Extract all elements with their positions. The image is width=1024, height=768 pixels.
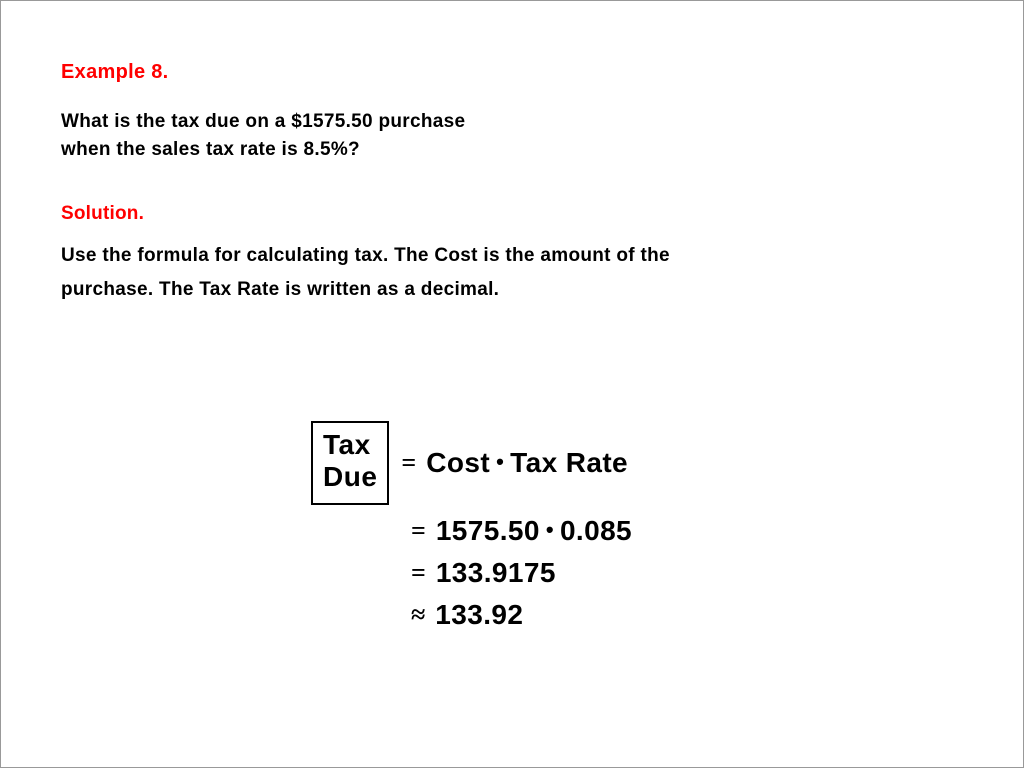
step-op-1: =	[411, 516, 426, 546]
solution-label: Solution.	[61, 203, 963, 225]
step-op-2: =	[411, 558, 426, 588]
multiply-dot-icon: •	[546, 517, 554, 543]
multiply-dot-icon: •	[496, 449, 504, 475]
question-text: What is the tax due on a $1575.50 purcha…	[61, 108, 481, 163]
example-label: Example 8.	[61, 61, 963, 84]
equals-sign: =	[401, 448, 416, 478]
step-val-1: 1575.50•0.085	[436, 515, 632, 547]
formula-step-1: = 1575.50•0.085	[311, 515, 632, 547]
formula-block: Tax Due = Cost•Tax Rate = 1575.50•0.085 …	[311, 421, 632, 631]
solution-text: Use the formula for calculating tax. The…	[61, 239, 701, 307]
rhs-taxrate: Tax Rate	[510, 447, 628, 478]
box-line-2: Due	[323, 461, 377, 493]
step-op-3: ≈	[411, 600, 425, 630]
box-line-1: Tax	[323, 429, 377, 461]
formula-step-2: = 133.9175	[311, 557, 632, 589]
tax-due-box: Tax Due	[311, 421, 389, 505]
step1-rhs: 0.085	[560, 515, 632, 546]
step-val-2: 133.9175	[436, 557, 556, 589]
formula-step-3: ≈ 133.92	[311, 599, 632, 631]
step-val-3: 133.92	[435, 599, 523, 631]
rhs-cost: Cost	[426, 447, 490, 478]
formula-rhs: Cost•Tax Rate	[426, 447, 628, 479]
formula-row-main: Tax Due = Cost•Tax Rate	[311, 421, 632, 505]
step1-lhs: 1575.50	[436, 515, 540, 546]
